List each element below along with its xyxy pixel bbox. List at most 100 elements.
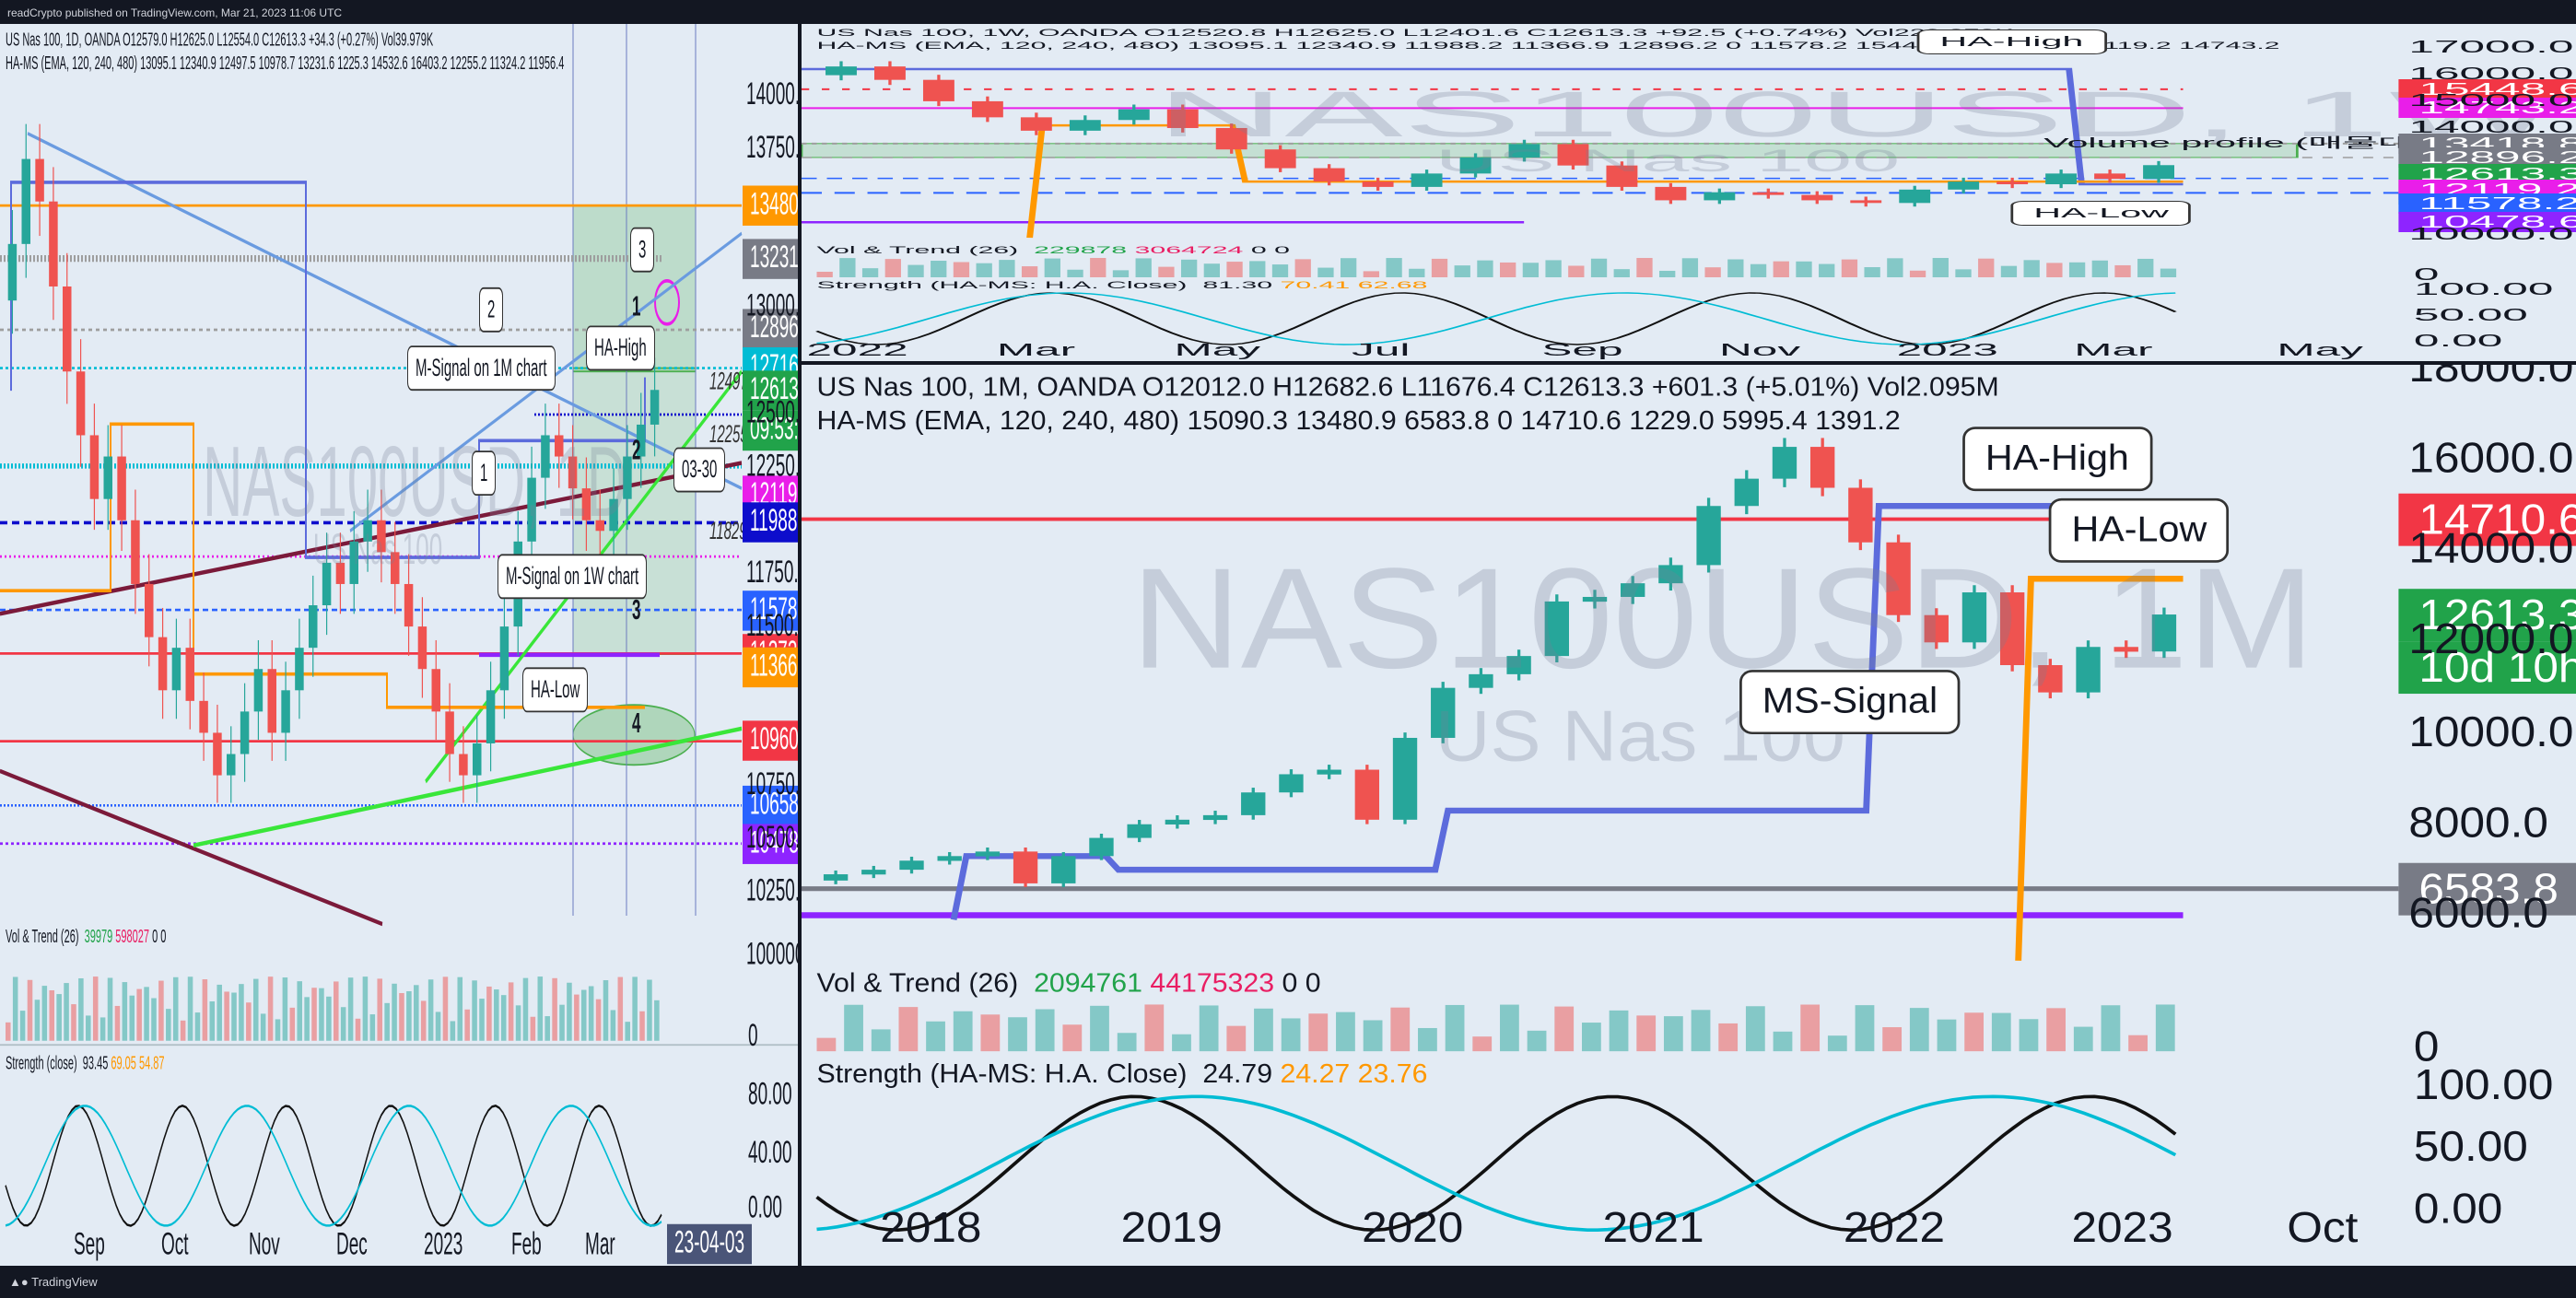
weekly-vol-bar: [1340, 258, 1357, 277]
weekly-vol-bar: [1135, 258, 1152, 277]
pm-scaled-content: US Nas 100, 1M, OANDA O12012.0 H12682.6 …: [802, 365, 2576, 1266]
daily-chart-canvas[interactable]: [0, 24, 798, 1266]
x-tick-Mar: Mar: [585, 1227, 615, 1263]
m-price-tag-countdown: 10d 10h: [2398, 640, 2576, 694]
monthly-vol-bar: [2019, 1019, 2039, 1052]
weekly-vol-bar: [2068, 262, 2086, 277]
published-label: readCrypto published on TradingView.com,…: [7, 6, 343, 19]
daily-candle: [499, 626, 509, 691]
daily-candle: [309, 605, 318, 649]
weekly-vol-bar: [2160, 268, 2177, 277]
daily-vol-bar: [334, 981, 339, 1041]
vol-tick-0: 0: [748, 1019, 758, 1055]
monthly-chart-canvas[interactable]: [802, 365, 2576, 1266]
monthly-chart-panel[interactable]: US Nas 100, 1M, OANDA O12012.0 H12682.6 …: [802, 365, 2576, 1266]
daily-vol-bar: [114, 1005, 121, 1041]
weekly-vol-bar: [1249, 261, 1266, 277]
daily-candle: [227, 754, 236, 776]
daily-strength-cyan: [5, 1105, 662, 1227]
daily-vol-bar: [647, 979, 652, 1041]
daily-divider-1: [0, 1044, 798, 1047]
monthly-candle: [1772, 447, 1797, 479]
top-bar: readCrypto published on TradingView.com,…: [0, 0, 2576, 24]
str-tick-80: 80.00: [748, 1077, 792, 1113]
m-price-tag-12613.3: 12613.3: [2398, 588, 2576, 641]
m-str-tick-100.00: 100.00: [2413, 1060, 2554, 1109]
price-tag-11578.2: 11578.2: [743, 590, 798, 630]
weekly-candle: [1899, 189, 1931, 204]
m-y-tick-16000.0: 16000.0: [2408, 434, 2574, 483]
m-x-tick-2020: 2020: [1362, 1203, 1464, 1252]
monthly-vol-bar: [1527, 1030, 1547, 1052]
weekly-vol-bar: [2137, 258, 2154, 277]
weekly-vol-bar: [1226, 262, 1243, 277]
monthly-candle: [1165, 819, 1190, 824]
daily-candle: [431, 669, 440, 712]
callout-wave-1: 1: [472, 450, 497, 497]
daily-vol-bar: [56, 994, 62, 1041]
weekly-vol-bar: [1522, 263, 1540, 277]
y-tick-13000.0: 13000.0: [746, 289, 798, 325]
weekly-strength-cyan: [815, 292, 2176, 345]
w-x-tick-2022: 2022: [806, 341, 908, 359]
weekly-candle: [1166, 109, 1199, 128]
daily-candle: [158, 637, 168, 691]
monthly-candle: [1279, 774, 1304, 793]
monthly-callout-ha-high: HA-High: [1962, 427, 2152, 492]
daily-vol-bar: [92, 976, 99, 1041]
daily-indicator-line: HA-MS (EMA, 120, 240, 480) 13095.1 12340…: [6, 53, 565, 75]
monthly-vol-bar: [1226, 1025, 1247, 1052]
daily-vol-bar: [355, 1018, 361, 1041]
price-tag-countdown: 09:53:17: [743, 409, 798, 450]
daily-candle: [49, 201, 58, 286]
weekly-strength-legend: Strength (HA-MS: H.A. Close) 81.30 70.41…: [816, 280, 1428, 291]
zone-number-1: 1: [632, 290, 641, 322]
daily-chart-panel[interactable]: US Nas 100, 1D, OANDA O12579.0 H12625.0 …: [0, 24, 798, 1266]
weekly-chart-canvas[interactable]: [802, 24, 2576, 361]
m-x-tick-2018: 2018: [880, 1203, 982, 1252]
weekly-candle: [1215, 127, 1247, 150]
weekly-vol-bar: [1545, 260, 1562, 277]
weekly-vol-bar: [1431, 258, 1448, 277]
weekly-candle: [1655, 186, 1687, 201]
weekly-candle: [1948, 181, 1980, 190]
daily-candle: [473, 743, 482, 776]
daily-candle: [650, 390, 660, 425]
weekly-chart-panel[interactable]: US Nas 100, 1W, OANDA O12520.8 H12625.0 …: [802, 24, 2576, 361]
x-tick-Dec: Dec: [336, 1227, 368, 1263]
weekly-indicator-line: HA-MS (EMA, 120, 240, 480) 13095.1 12340…: [816, 41, 2280, 52]
monthly-candle: [1924, 614, 1949, 643]
daily-candle: [349, 541, 358, 584]
pl-scaled-content: US Nas 100, 1D, OANDA O12579.0 H12625.0 …: [0, 24, 798, 1266]
daily-vol-bar: [472, 980, 477, 1041]
weekly-vol-bar: [1090, 258, 1107, 277]
weekly-vol-bar: [953, 262, 970, 277]
weekly-vol-bar: [2023, 260, 2040, 277]
callout-msignal-1w: M-Signal on 1W chart: [498, 554, 648, 600]
monthly-candle: [2113, 647, 2138, 652]
daily-vol-bar: [580, 989, 587, 1041]
monthly-vol-bar: [1581, 1023, 1601, 1052]
daily-vol-bar: [6, 1022, 11, 1041]
monthly-vol-bar: [1172, 1034, 1191, 1052]
weekly-vol-bar: [1932, 258, 1949, 277]
daily-vol-bar: [399, 993, 404, 1041]
weekly-vol-bar: [1887, 258, 1903, 277]
w-y-tick-15000.0: 15000.0: [2408, 90, 2574, 110]
daily-vol-bar: [326, 996, 332, 1041]
trendline-green-base: [193, 726, 743, 848]
daily-vol-bar: [414, 985, 419, 1041]
w-x-tick-Sep: Sep: [1541, 341, 1623, 359]
m-str-tick-0.00: 0.00: [2413, 1185, 2503, 1233]
weekly-vol-bar: [1409, 268, 1425, 277]
w-y-tick-14000.0: 14000.0: [2408, 117, 2574, 136]
monthly-candle: [1051, 856, 1076, 883]
daily-vol-bar: [282, 977, 288, 1041]
w-ha-high-line: [802, 67, 2184, 186]
w-x-tick-Jul: Jul: [1352, 341, 1411, 359]
monthly-candle: [1658, 565, 1683, 584]
daily-candle: [267, 669, 276, 733]
callout-msignal-1m: M-Signal on 1M chart: [407, 345, 556, 392]
monthly-vol-bar: [1281, 1018, 1301, 1052]
volume-profile-zone: [802, 143, 2299, 158]
